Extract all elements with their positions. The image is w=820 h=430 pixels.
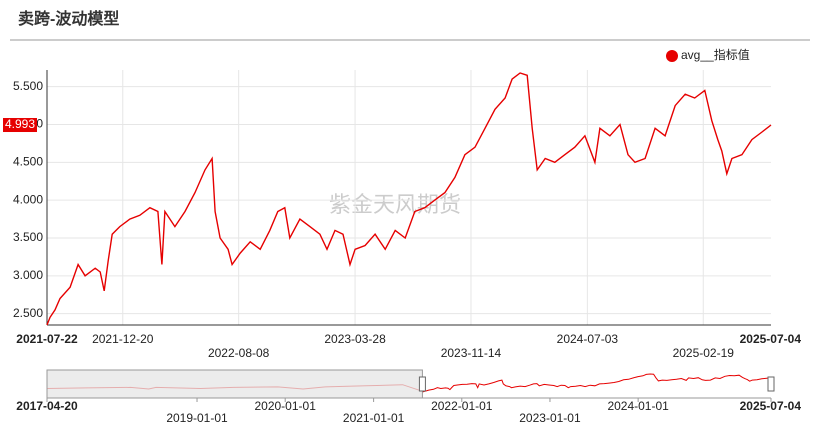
y-tick-label: 2.500 [13, 306, 43, 320]
chart-title: 卖跨-波动模型 [18, 9, 119, 28]
navigator-handle[interactable] [767, 376, 775, 392]
y-tick-label: 4.000 [13, 192, 43, 206]
navigator-line [422, 373, 772, 393]
series-line [46, 72, 772, 326]
navigator-tick-label: 2022-01-01 [431, 399, 493, 413]
y-tick-label: 3.000 [13, 268, 43, 282]
y-tick-label: 3.500 [13, 230, 43, 244]
navigator-handle[interactable] [418, 376, 426, 392]
navigator-mask [46, 369, 423, 399]
x-tick-label: 2022-08-08 [208, 346, 270, 360]
navigator-tick-label: 2023-01-01 [519, 411, 581, 425]
navigator-tick-label: 2021-01-01 [343, 411, 405, 425]
y-tick-label: 4.500 [13, 154, 43, 168]
x-tick-label: 2024-07-03 [557, 332, 619, 346]
x-tick-label: 2025-07-04 [740, 332, 802, 346]
navigator-tick-label: 2017-04-20 [16, 399, 78, 413]
x-tick-label: 2023-11-14 [441, 346, 502, 360]
x-tick-label: 2025-02-19 [673, 346, 735, 360]
navigator-tick-label: 2019-01-01 [166, 411, 228, 425]
navigator-tick-label: 2025-07-04 [740, 399, 802, 413]
legend-marker [666, 50, 678, 62]
last-value-tag [3, 118, 37, 133]
last-value-label: 4.993 [5, 117, 35, 131]
navigator-tick-label: 2024-01-01 [607, 399, 669, 413]
watermark: 紫金天风期货 [329, 192, 461, 217]
navigator-tick-label: 2020-01-01 [254, 399, 316, 413]
legend-label: avg__指标值 [681, 47, 750, 62]
y-tick-label: 5.500 [13, 79, 43, 93]
navigator-line [46, 384, 423, 392]
x-tick-label: 2021-07-22 [16, 332, 78, 346]
x-tick-label: 2021-12-20 [92, 332, 154, 346]
x-tick-label: 2023-03-28 [324, 332, 386, 346]
